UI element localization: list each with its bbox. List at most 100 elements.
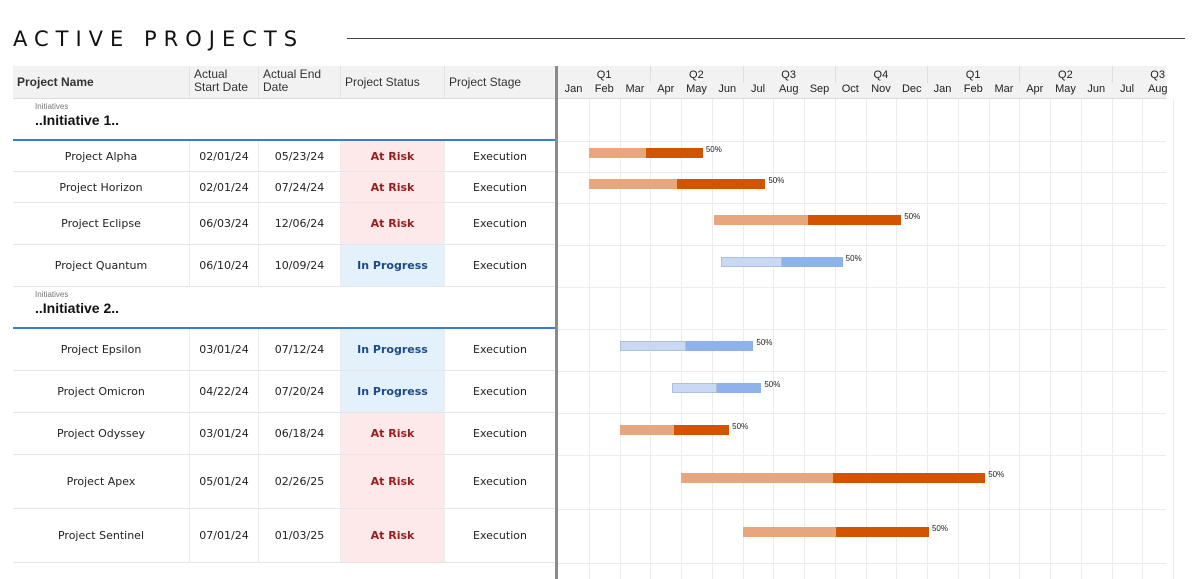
progress-label: 50%	[756, 338, 773, 347]
month-gridline	[650, 99, 652, 579]
gantt-row-divider	[558, 203, 1166, 204]
cell-start: 06/03/24	[190, 203, 259, 244]
month-gridline	[834, 99, 836, 579]
progress-label: 50%	[705, 145, 722, 154]
quarter-label: Q2	[689, 69, 704, 81]
cell-stage: Execution	[445, 413, 556, 454]
month-label: Aug	[778, 83, 799, 95]
gantt-bar-completed[interactable]	[588, 148, 646, 158]
gantt-chart: Jan Feb Mar Apr May Jun Jul Aug Sep Oct Nov Dec Jan F…	[558, 66, 1174, 579]
gantt-bar-completed[interactable]	[742, 527, 836, 537]
table-row[interactable]: Project Eclipse 06/03/24 12/06/24 At Risk Ex…	[13, 203, 556, 245]
gantt-bar-completed[interactable]	[681, 473, 834, 483]
cell-end: 02/26/25	[259, 455, 341, 508]
status-badge: At Risk	[341, 455, 445, 508]
quarter-label: Q4	[873, 69, 889, 81]
cell-stage: Execution	[445, 455, 556, 508]
gantt-row-divider	[558, 287, 1166, 288]
gantt-bar-remaining[interactable]	[807, 215, 902, 225]
month-label: Dec	[901, 83, 922, 95]
status-badge: At Risk	[341, 509, 445, 562]
initiative-row[interactable]: Initiatives ..Initiative 2..	[13, 287, 556, 329]
cell-name: Project Sentinel	[13, 509, 190, 562]
gantt-row-divider	[558, 509, 1166, 510]
cell-end: 07/20/24	[259, 371, 341, 412]
month-label: Jun	[1087, 83, 1106, 95]
gantt-bar-completed[interactable]	[619, 425, 675, 435]
month-label: Apr	[657, 83, 675, 95]
gantt-bar-remaining[interactable]	[686, 341, 754, 351]
initiative-row[interactable]: Initiatives ..Initiative 1..	[13, 99, 556, 141]
month-gridline	[711, 99, 713, 579]
gantt-bar-completed[interactable]	[720, 257, 782, 267]
gantt-row-divider	[558, 141, 1166, 142]
month-gridline	[588, 99, 590, 579]
gantt-bar-remaining[interactable]	[716, 383, 762, 393]
status-badge: At Risk	[341, 203, 445, 244]
quarter-divider	[834, 66, 836, 83]
title-divider	[347, 38, 1185, 39]
month-gridline	[896, 99, 898, 579]
month-gridline	[804, 99, 805, 579]
pane-splitter[interactable]	[555, 66, 558, 579]
month-gridline	[1142, 99, 1144, 579]
month-label: Mar	[625, 83, 645, 95]
column-header-status[interactable]: Project Status	[341, 66, 445, 99]
table-row[interactable]: Project Quantum 06/10/24 10/09/24 In Progre…	[13, 245, 556, 287]
cell-start: 06/10/24	[190, 245, 259, 286]
table-row[interactable]: Project Epsilon 03/01/24 07/12/24 In Progre…	[13, 329, 556, 371]
gantt-bar-remaining[interactable]	[833, 473, 986, 483]
gantt-bar-remaining[interactable]	[677, 179, 766, 189]
gantt-bar-completed[interactable]	[713, 215, 808, 225]
progress-label: 50%	[732, 422, 749, 431]
cell-start: 02/01/24	[190, 172, 259, 202]
status-badge: In Progress	[341, 329, 445, 370]
cell-name: Project Odyssey	[13, 413, 190, 454]
gantt-bar-remaining[interactable]	[674, 425, 730, 435]
cell-end: 12/06/24	[259, 203, 341, 244]
cell-name: Project Horizon	[13, 172, 190, 202]
table-row[interactable]: Project Omicron 04/22/24 07/20/24 In Progre…	[13, 371, 556, 413]
month-label: Jan	[564, 83, 583, 95]
month-label: Feb	[594, 83, 614, 95]
table-row[interactable]: Project Horizon 02/01/24 07/24/24 At Risk Ex…	[13, 172, 556, 203]
cell-name: Project Eclipse	[13, 203, 190, 244]
gantt-bar-completed[interactable]	[671, 383, 717, 393]
gantt-bar-remaining[interactable]	[781, 257, 843, 267]
cell-start: 03/01/24	[190, 329, 259, 370]
progress-label: 50%	[988, 470, 1005, 479]
progress-label: 50%	[904, 212, 921, 221]
month-label: Sep	[809, 83, 830, 95]
cell-stage: Execution	[445, 329, 556, 370]
cell-name: Project Quantum	[13, 245, 190, 286]
column-header-project-name[interactable]: Project Name	[13, 66, 190, 99]
progress-label: 50%	[845, 254, 862, 263]
table-row[interactable]: Project Apex 05/01/24 02/26/25 At Risk Execu…	[13, 455, 556, 509]
table-row[interactable]: Project Odyssey 03/01/24 06/18/24 At Risk Ex…	[13, 413, 556, 455]
gantt-bar-remaining[interactable]	[645, 148, 703, 158]
cell-end: 06/18/24	[259, 413, 341, 454]
month-gridline	[988, 99, 990, 579]
quarter-divider	[1111, 66, 1113, 83]
cell-stage: Execution	[445, 371, 556, 412]
gantt-bar-completed[interactable]	[619, 341, 687, 351]
month-label: Jul	[750, 83, 766, 95]
table-row[interactable]: Project Alpha 02/01/24 05/23/24 At Risk Exec…	[13, 141, 556, 172]
cell-end: 01/03/25	[259, 509, 341, 562]
table-header: Project Name Actual Start Date Actual En…	[13, 66, 556, 99]
month-label: Oct	[841, 83, 859, 95]
column-header-stage[interactable]: Project Stage	[445, 66, 556, 99]
column-header-end-date[interactable]: Actual End Date	[259, 66, 341, 99]
cell-stage: Execution	[445, 509, 556, 562]
gantt-bar-completed[interactable]	[588, 179, 678, 189]
month-label: May	[686, 83, 707, 95]
table-row[interactable]: Project Sentinel 07/01/24 01/03/25 At Risk E…	[13, 509, 556, 563]
gantt-bar-remaining[interactable]	[835, 527, 929, 537]
month-gridline	[865, 99, 867, 579]
gantt-row-divider	[558, 172, 1166, 173]
gantt-row-divider	[558, 455, 1166, 456]
quarter-divider	[650, 66, 652, 83]
column-header-start-date[interactable]: Actual Start Date	[190, 66, 259, 99]
month-label: Mar	[994, 83, 1014, 95]
initiative-type-label: Initiatives	[35, 290, 69, 299]
